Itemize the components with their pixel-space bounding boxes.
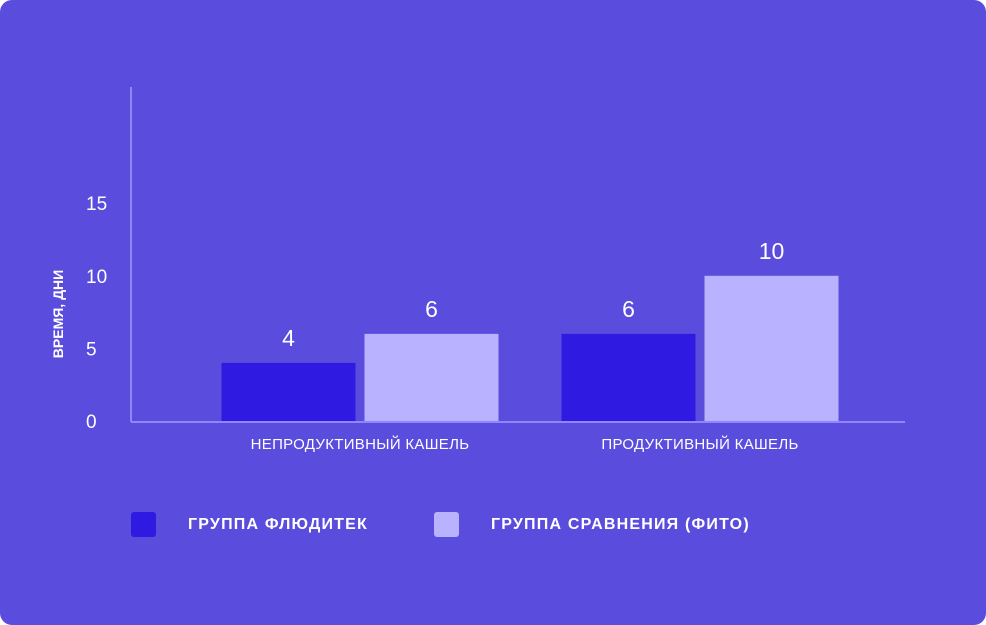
y-axis-label: ВРЕМЯ, ДНИ xyxy=(50,270,66,358)
value-labels-group: 4 6 6 10 xyxy=(282,238,784,351)
bars-group xyxy=(221,275,839,421)
legend-item-fluditec: ГРУППА ФЛЮДИТЕК xyxy=(131,512,368,537)
legend-label-comparison: ГРУППА СРАВНЕНИЯ (ФИТО) xyxy=(490,515,750,533)
bar xyxy=(704,275,839,421)
bar-value-label: 10 xyxy=(759,238,785,264)
bar xyxy=(364,333,499,421)
bar xyxy=(221,362,356,421)
y-axis-ticks: 0 5 10 15 xyxy=(86,194,107,433)
y-tick-label: 0 xyxy=(86,412,97,433)
category-labels-group: НЕПРОДУКТИВНЫЙ КАШЕЛЬ ПРОДУКТИВНЫЙ КАШЕЛЬ xyxy=(251,435,799,453)
bar xyxy=(561,333,696,421)
bar-value-label: 6 xyxy=(622,296,635,322)
bar-value-label: 4 xyxy=(282,325,295,351)
legend-label-fluditec: ГРУППА ФЛЮДИТЕК xyxy=(188,515,368,533)
legend-swatch-comparison xyxy=(433,512,459,537)
legend-item-comparison: ГРУППА СРАВНЕНИЯ (ФИТО) xyxy=(433,512,750,537)
legend: ГРУППА ФЛЮДИТЕК ГРУППА СРАВНЕНИЯ (ФИТО) xyxy=(131,512,816,537)
category-label: НЕПРОДУКТИВНЫЙ КАШЕЛЬ xyxy=(251,435,470,453)
y-tick-label: 15 xyxy=(86,194,107,215)
category-label: ПРОДУКТИВНЫЙ КАШЕЛЬ xyxy=(601,435,798,453)
bar-chart: 0 5 10 15 4 6 6 10 НЕПРОДУКТИВНЫЙ КАШЕЛЬ ПРОДУК… xyxy=(50,87,905,453)
y-tick-label: 5 xyxy=(86,339,97,360)
y-tick-label: 10 xyxy=(86,267,107,288)
bar-value-label: 6 xyxy=(425,296,438,322)
legend-swatch-fluditec xyxy=(131,512,156,537)
